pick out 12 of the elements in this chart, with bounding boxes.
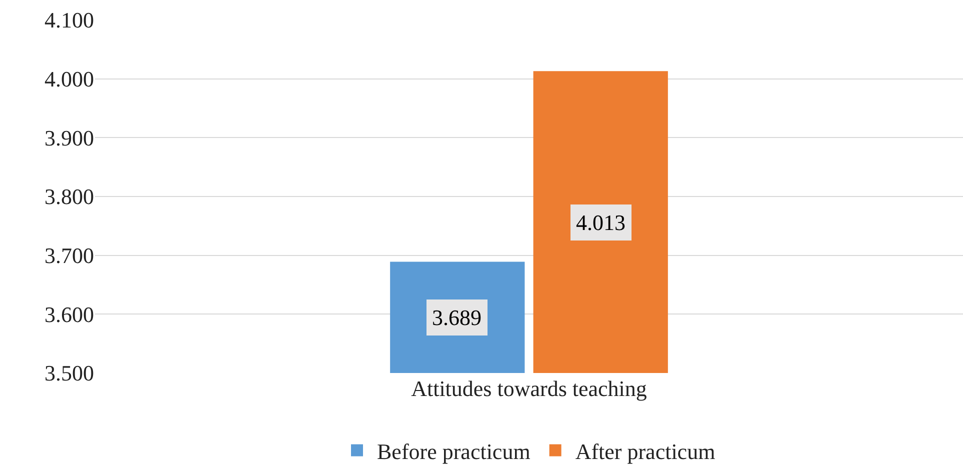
- data-label: 3.689: [432, 305, 482, 330]
- y-tick-label: 3.600: [44, 302, 94, 327]
- y-tick-label: 3.500: [44, 360, 94, 386]
- y-tick-label: 4.100: [44, 8, 94, 33]
- y-tick-label: 4.000: [44, 66, 94, 92]
- legend-label: After practicum: [575, 438, 716, 464]
- y-tick-label: 3.900: [44, 125, 94, 150]
- x-tick-label: Attitudes towards teaching: [411, 376, 647, 401]
- y-tick-label: 3.800: [44, 184, 94, 210]
- y-tick-label: 3.700: [44, 243, 94, 268]
- legend-label: Before practicum: [377, 438, 530, 464]
- data-label: 4.013: [576, 210, 626, 235]
